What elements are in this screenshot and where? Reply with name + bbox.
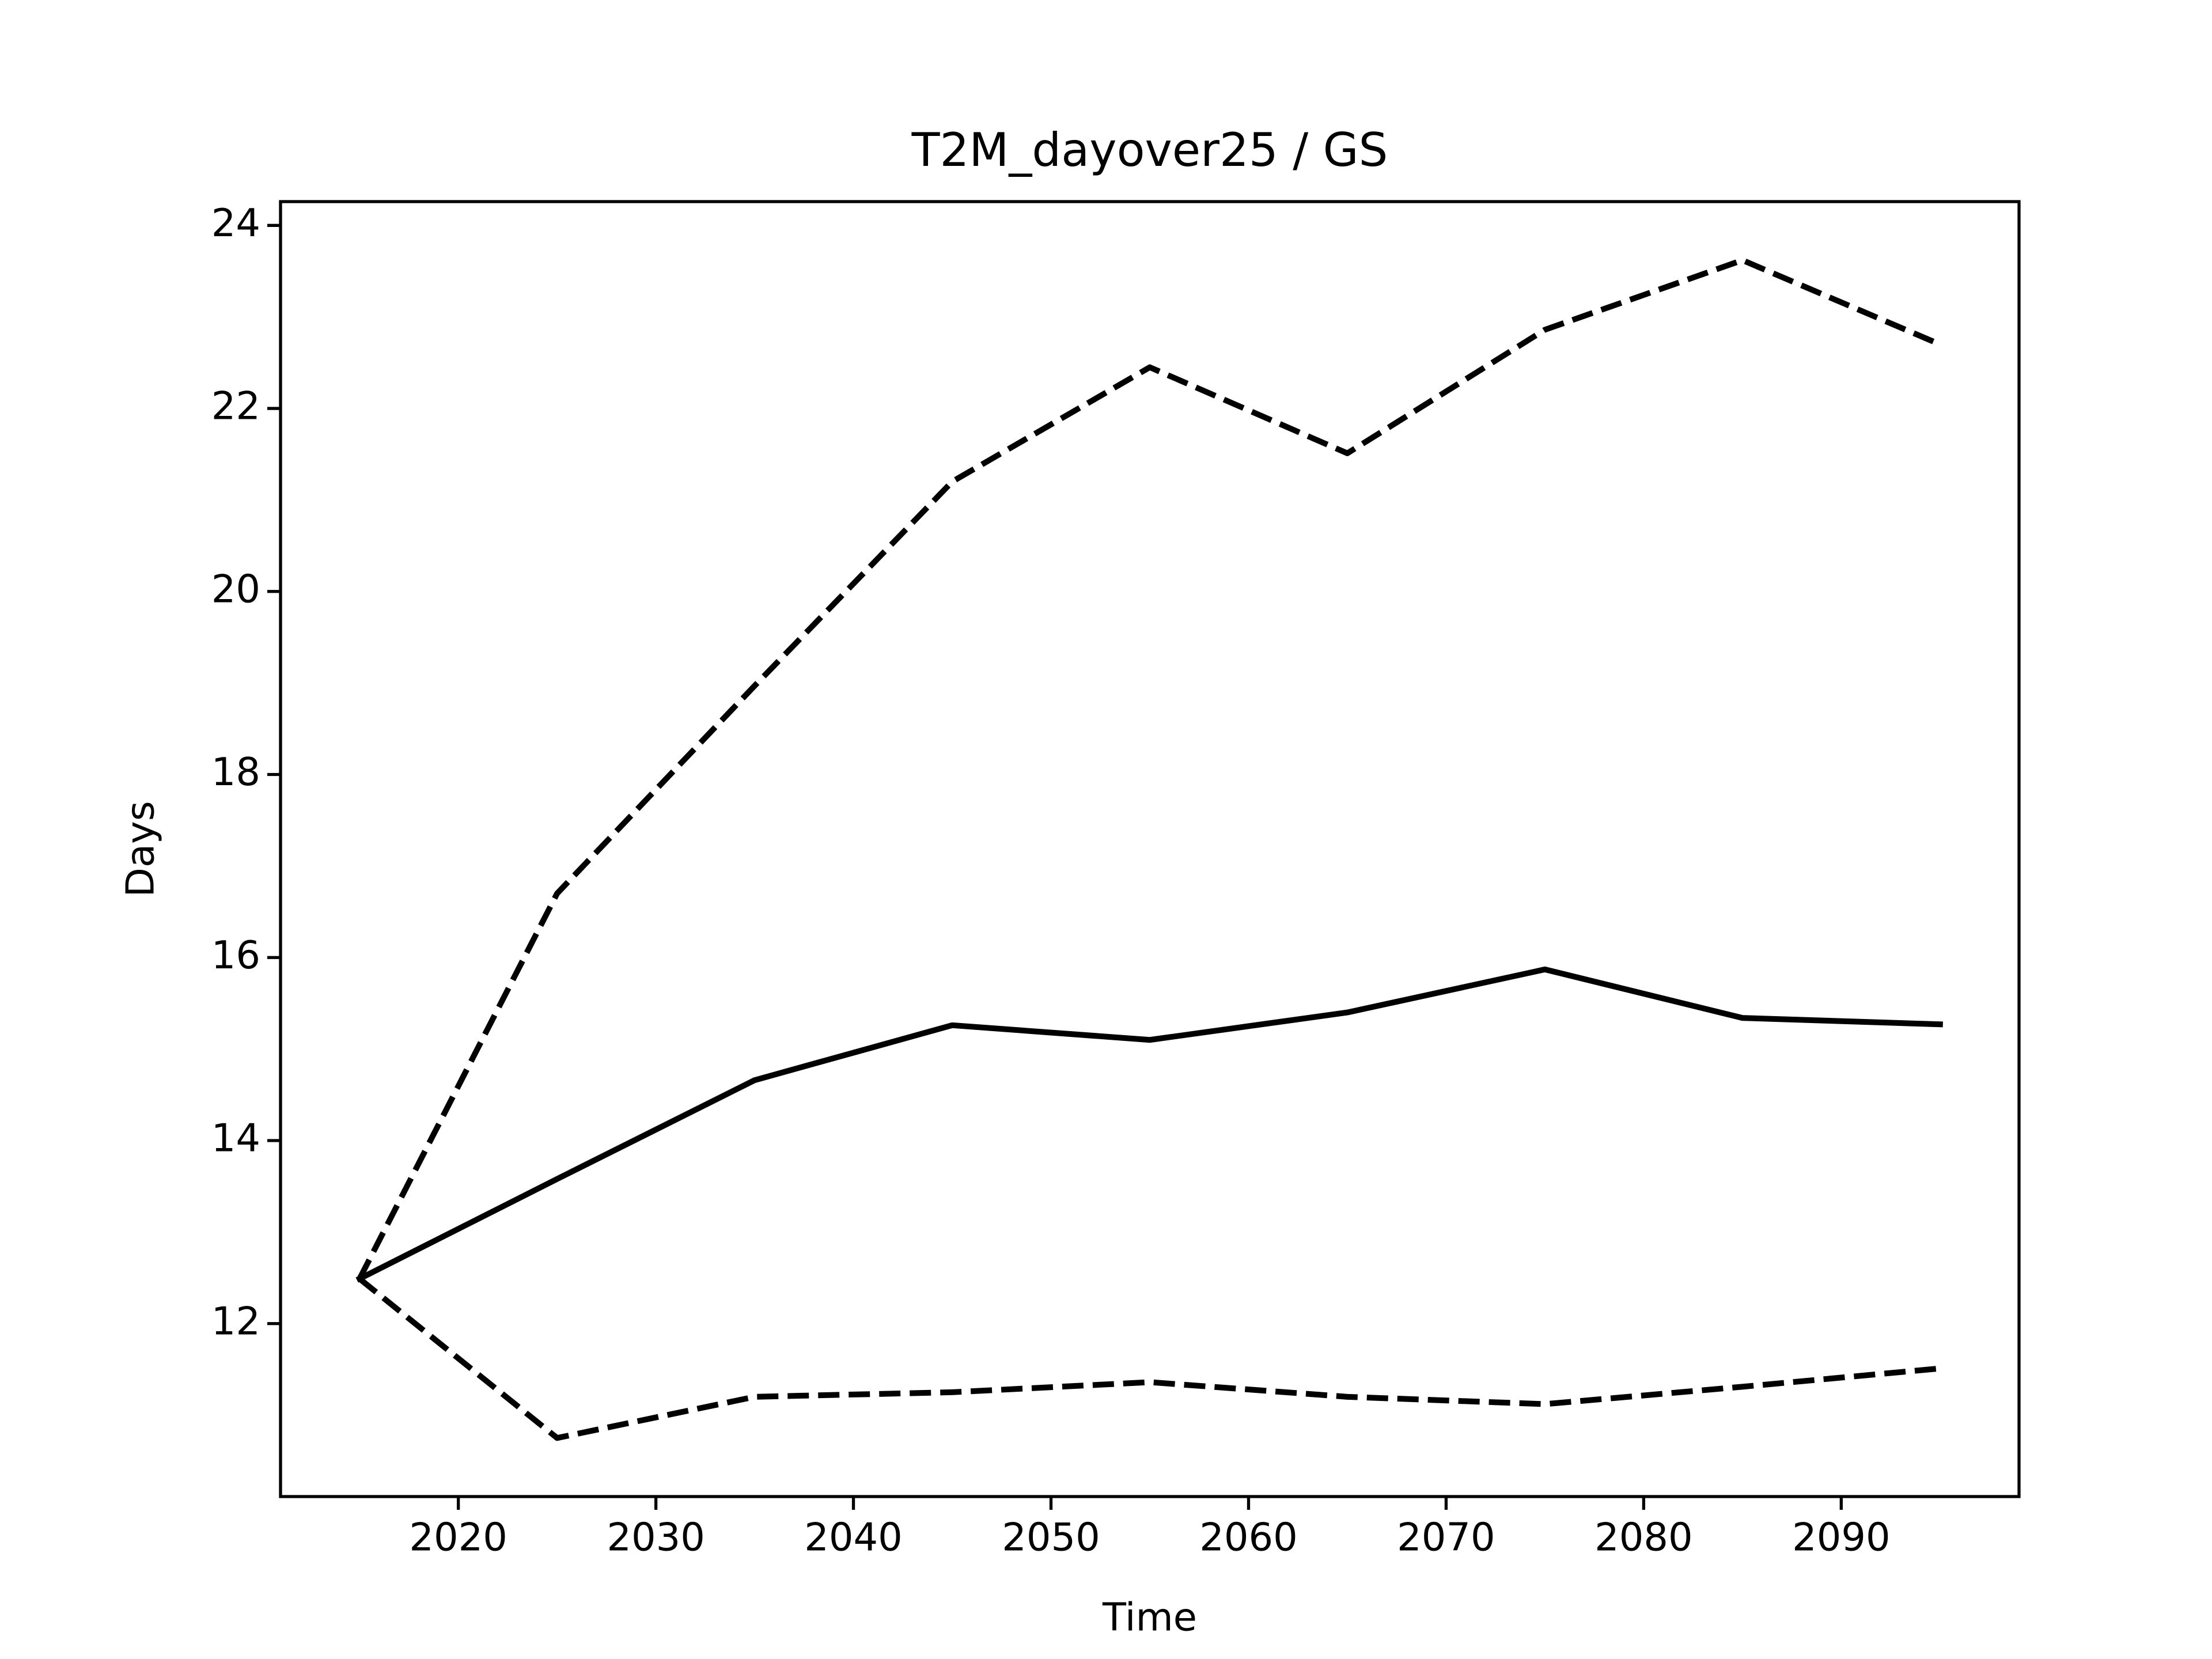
- y-tick-label: 12: [211, 1298, 260, 1343]
- y-tick-label: 20: [211, 566, 260, 611]
- x-tick-label: 2070: [1397, 1515, 1495, 1560]
- y-tick-label: 16: [211, 933, 260, 978]
- x-tick-label: 2080: [1594, 1515, 1693, 1560]
- y-tick-label: 18: [211, 749, 260, 794]
- x-tick-label: 2050: [1002, 1515, 1100, 1560]
- data-line: [357, 257, 1941, 1281]
- y-tick-label: 24: [211, 200, 260, 245]
- y-tick-label: 22: [211, 384, 260, 429]
- plot-frame: [279, 200, 2021, 1498]
- chart-title: T2M_dayover25 / GS: [911, 123, 1388, 177]
- data-line: [358, 1276, 1941, 1441]
- x-tick-label: 2030: [607, 1515, 705, 1560]
- x-tick-label: 2090: [1792, 1515, 1891, 1560]
- data-line: [355, 966, 1943, 1283]
- x-tick-label: 2020: [409, 1515, 507, 1560]
- x-tick-label: 2060: [1199, 1515, 1298, 1560]
- x-tick-label: 2040: [804, 1515, 903, 1560]
- y-tick-label: 14: [211, 1116, 260, 1161]
- x-axis-label: Time: [1102, 1595, 1197, 1640]
- y-axis-label: Days: [118, 801, 163, 897]
